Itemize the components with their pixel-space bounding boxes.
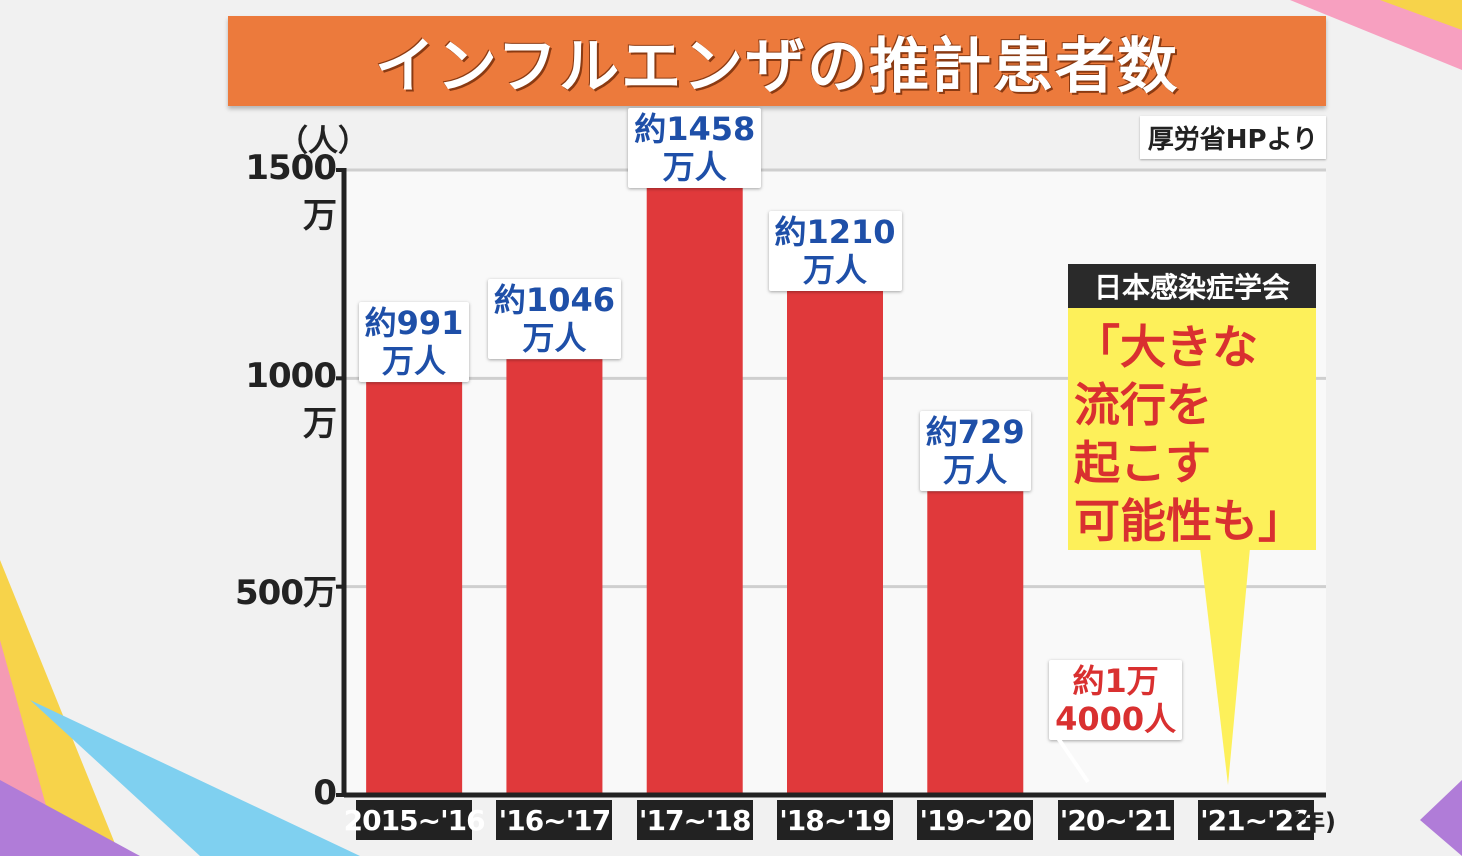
y-unit-label: （人） <box>278 124 368 159</box>
callout-line: 可能性も」 <box>1074 494 1304 548</box>
value-label: 約1046 万人 <box>487 279 621 360</box>
bar <box>646 187 743 795</box>
x-category-label: '21~'22 <box>1197 800 1314 840</box>
value-label-line: 約991 <box>364 304 464 343</box>
callout-line: 「大きな <box>1074 320 1258 374</box>
value-label-line: 4000人 <box>1055 700 1177 738</box>
value-label-line: 約1046 <box>493 281 615 320</box>
x-category-label: '19~'20 <box>917 800 1034 840</box>
x-category-label: '20~'21 <box>1057 800 1174 840</box>
value-label-line: 万人 <box>803 250 868 289</box>
value-label: 約1万 4000人 <box>1049 660 1183 740</box>
value-label-line: 約729 <box>925 413 1025 452</box>
value-label-line: 約1458 <box>634 109 756 148</box>
callout-header: 日本感染症学会 <box>1068 264 1316 308</box>
value-label: 約1210 万人 <box>768 210 902 291</box>
bar <box>366 382 463 795</box>
bar <box>787 290 883 795</box>
callout-box: 「大きな 流行を 起こす 可能性も」 <box>1068 308 1316 550</box>
title-banner: インフルエンザの推計患者数 <box>228 16 1326 106</box>
value-label-line: 万人 <box>522 319 587 358</box>
x-category-label: '16~'17 <box>496 800 613 840</box>
x-category-label: '17~'18 <box>636 800 753 840</box>
y-tick-label: 1000万 <box>245 356 337 445</box>
value-label: 約991 万人 <box>358 302 470 383</box>
value-label-line: 万人 <box>662 147 727 186</box>
value-label: 約729 万人 <box>919 411 1031 492</box>
value-label-line: 約1万 <box>1072 662 1159 700</box>
chart-title: インフルエンザの推計患者数 <box>374 31 1180 102</box>
bar <box>506 359 603 795</box>
callout-line: 起こす <box>1074 436 1212 490</box>
value-label-line: 万人 <box>943 451 1008 490</box>
source-badge: 厚労省HPより <box>1139 116 1326 159</box>
value-label-line: 万人 <box>382 342 447 381</box>
y-tick-label: 0 <box>313 773 337 813</box>
callout-line: 流行を <box>1074 378 1212 432</box>
value-label-line: 約1210 <box>774 212 896 251</box>
x-category-label: 2015~'16 <box>344 800 486 840</box>
bar <box>927 491 1024 795</box>
x-category-label: '18~'19 <box>777 800 893 840</box>
y-tick-label: 1500万 <box>245 148 337 236</box>
x-unit-label: (年) <box>1290 808 1336 836</box>
y-tick-label: 500万 <box>235 572 337 613</box>
value-label: 約1458 万人 <box>628 107 762 188</box>
